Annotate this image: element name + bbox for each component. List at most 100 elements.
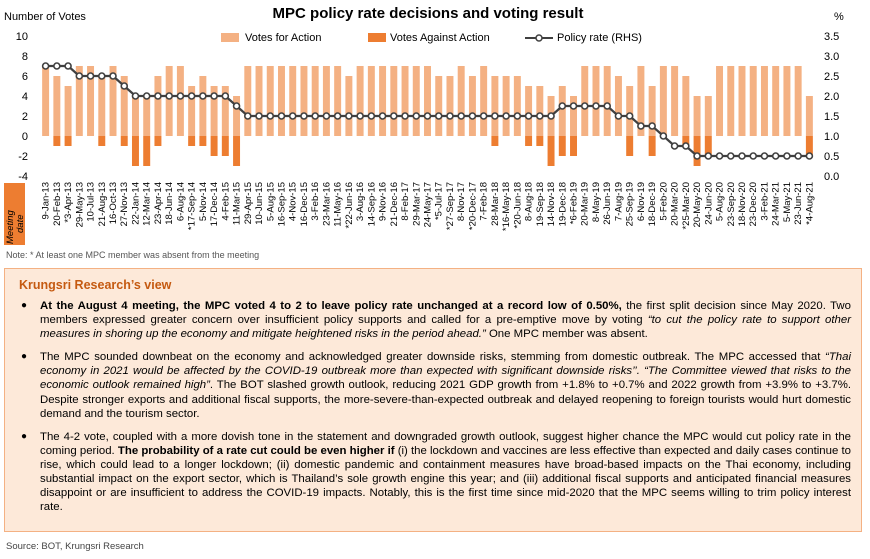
x-tick-label: 12-Mar-14 (142, 182, 153, 226)
policy-rate-point (726, 152, 735, 160)
bar-votes-for (390, 66, 398, 136)
bar-votes-for (435, 76, 443, 136)
bar-votes-for (592, 66, 600, 136)
bar-votes-for (334, 66, 342, 136)
x-tick-label: 27-Nov-13 (119, 182, 130, 226)
y-tick-right: 3.0 (824, 51, 839, 63)
policy-rate-point (176, 92, 185, 100)
x-tick-label: 28-Mar-18 (490, 182, 501, 226)
bar-votes-against (693, 136, 701, 166)
bar-votes-for (188, 86, 196, 136)
policy-rate-point (401, 112, 409, 120)
bar-votes-for (760, 66, 768, 136)
x-tick-label: 5-Aug-15 (265, 182, 276, 221)
x-tick-label: 10-Jul-13 (86, 182, 97, 222)
mpc-chart: MPC policy rate decisions and voting res… (4, 5, 844, 245)
bar-votes-for (154, 76, 162, 136)
policy-rate-point (311, 112, 319, 120)
x-tick-label: 8-May-19 (591, 182, 602, 222)
bar-votes-for (659, 66, 667, 136)
x-tick-label: 5-May-21 (782, 182, 793, 222)
x-tick-label: 20-May-20 (692, 182, 703, 227)
bar-votes-for (345, 76, 353, 136)
policy-rate-point (255, 112, 263, 120)
bullet-2-quote: “Thai economy in 2021 would be affected … (40, 351, 851, 392)
policy-rate-point (580, 102, 589, 110)
policy-rate-point (232, 102, 241, 110)
x-tick-label: 29-Mar-17 (411, 182, 422, 226)
policy-rate-point (243, 112, 252, 120)
bar-votes-for (412, 66, 420, 136)
bar-votes-for (682, 76, 690, 136)
x-tick-label: 4-Feb-15 (220, 182, 231, 221)
x-tick-label: 3-Feb-21 (760, 182, 771, 221)
bar-votes-against (221, 136, 229, 156)
bullet-2-text: The MPC sounded downbeat on the economy … (40, 351, 826, 364)
policy-rate-point (367, 112, 376, 120)
y-tick-right: 1.0 (824, 131, 839, 143)
bar-votes-for (233, 96, 241, 136)
y-tick-right: 0.5 (824, 151, 839, 163)
y-tick-left: 10 (16, 31, 28, 43)
bar-votes-for (278, 66, 285, 136)
chart-title: MPC policy rate decisions and voting res… (273, 5, 584, 22)
x-tick-label: 22-Jan-14 (131, 182, 142, 225)
y-tick-right: 3.5 (824, 31, 839, 43)
bar-votes-against (233, 136, 241, 166)
bullet-item-3: ● The 4-2 vote, coupled with a more dovi… (19, 430, 851, 515)
x-tick-label: 8-Feb-17 (400, 182, 411, 221)
x-tick-label: 17-Dec-14 (209, 182, 220, 226)
policy-rate-point (715, 152, 724, 160)
bar-votes-against (525, 136, 533, 146)
x-tick-label: 29-May-13 (74, 182, 85, 227)
x-tick-label: *20-Jun-18 (512, 182, 523, 228)
bullet-icon: ● (21, 351, 28, 363)
bar-votes-for (424, 66, 431, 136)
x-tick-label: *3-Apr-13 (63, 182, 74, 223)
x-tick-label: 16-Oct-13 (108, 182, 119, 224)
x-tick-label: *20-Dec-17 (467, 182, 478, 230)
policy-rate-point (558, 102, 567, 110)
bar-votes-for (525, 86, 533, 136)
policy-rate-point (783, 152, 791, 160)
x-tick-label: 6-Nov-19 (636, 182, 647, 221)
bar-votes-for (75, 66, 83, 136)
x-tick-label: 24-Mar-21 (771, 182, 782, 226)
bar-votes-against (704, 136, 712, 156)
chart-footnote: Note: * At least one MPC member was abse… (6, 250, 260, 260)
bar-votes-for (738, 66, 746, 136)
bullet-3-text-end: (i) the lockdown and vaccines are less e… (40, 444, 851, 514)
bar-votes-for (131, 96, 139, 136)
panel-title: Krungsri Research’s view (19, 278, 172, 292)
policy-rate-point (648, 122, 656, 130)
policy-rate-point (513, 112, 522, 120)
x-tick-label: 16-Sep-15 (277, 182, 288, 226)
x-tick-label: 14-Sep-16 (366, 182, 377, 226)
bar-votes-against (570, 136, 577, 156)
policy-rate-point (794, 152, 802, 160)
x-tick-label: 5-Nov-14 (198, 182, 209, 221)
bar-votes-for (727, 66, 735, 136)
x-tick-label: 3-Aug-16 (355, 182, 366, 221)
bar-votes-against (64, 136, 72, 146)
policy-rate-point (210, 92, 218, 100)
policy-rate-point (109, 72, 117, 80)
bullet-item-1: ● At the August 4 meeting, the MPC voted… (19, 299, 851, 341)
policy-rate-point (390, 112, 398, 120)
policy-rate-point (468, 112, 477, 120)
bar-votes-for (289, 66, 297, 136)
policy-rate-point (502, 112, 510, 120)
x-tick-label: 4-Nov-15 (288, 182, 299, 221)
policy-rate-point (479, 112, 488, 120)
x-tick-label: *4-Aug-21 (804, 182, 815, 225)
bar-votes-against (199, 136, 207, 146)
x-tick-label: 20-Mar-20 (670, 182, 681, 226)
policy-rate-point (154, 92, 162, 100)
x-tick-label: *22-Jun-16 (344, 182, 355, 228)
bullet-2-text-end: . The BOT slashed growth outlook, reduci… (40, 379, 851, 420)
policy-rate-point (131, 92, 140, 100)
y-tick-left: -2 (18, 151, 28, 163)
bar-votes-for (109, 66, 117, 136)
policy-rate-point (670, 142, 679, 150)
y-tick-right: 1.5 (824, 111, 839, 123)
